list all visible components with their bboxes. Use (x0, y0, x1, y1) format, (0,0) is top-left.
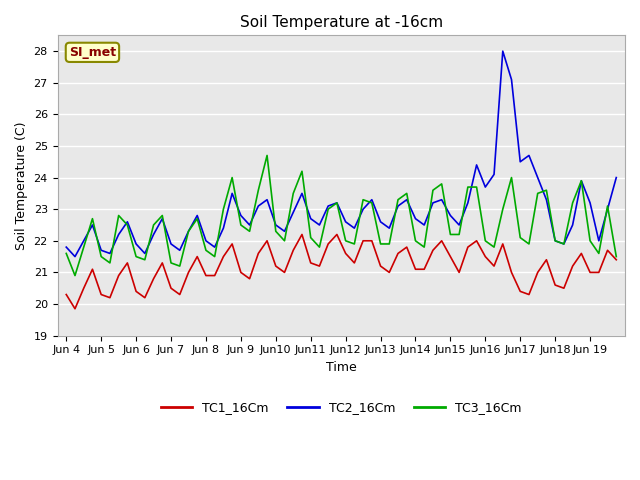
X-axis label: Time: Time (326, 361, 356, 374)
Y-axis label: Soil Temperature (C): Soil Temperature (C) (15, 121, 28, 250)
Text: SI_met: SI_met (69, 46, 116, 59)
Title: Soil Temperature at -16cm: Soil Temperature at -16cm (240, 15, 443, 30)
Legend: TC1_16Cm, TC2_16Cm, TC3_16Cm: TC1_16Cm, TC2_16Cm, TC3_16Cm (156, 396, 527, 419)
